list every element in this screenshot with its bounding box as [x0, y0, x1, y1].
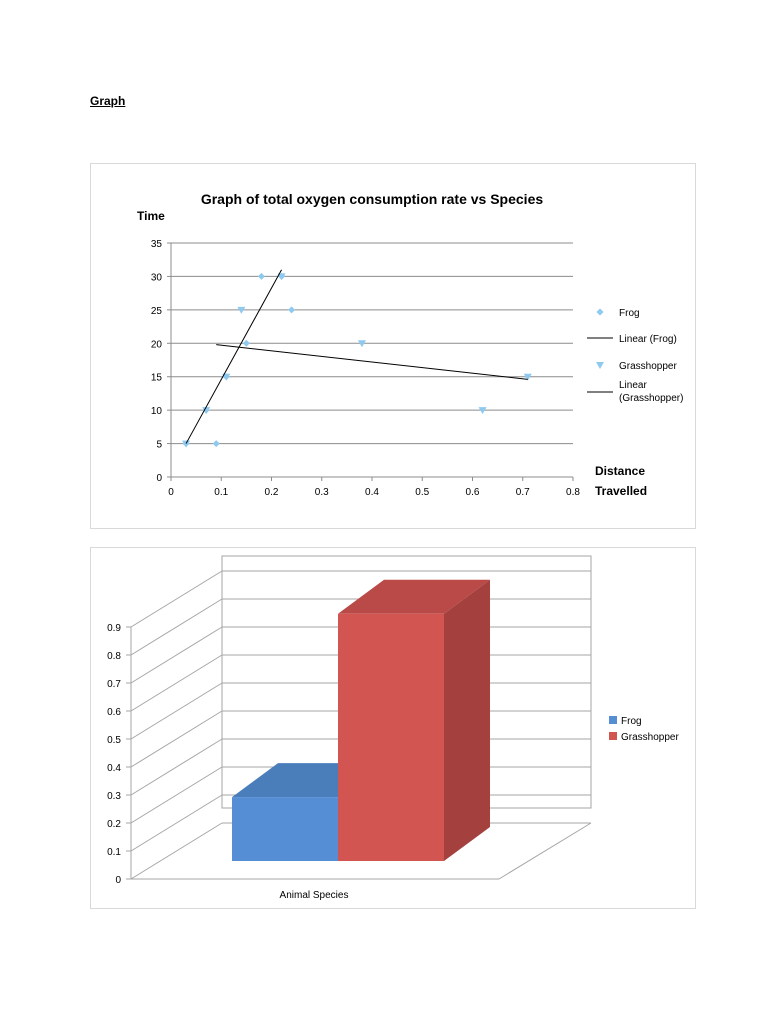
grasshopper-bar-side [444, 579, 490, 861]
grasshopper-point [222, 373, 231, 381]
y-tick-label: 10 [151, 406, 163, 417]
legend-item-grasshopper-label: Grasshopper [619, 361, 677, 372]
grasshopper-legend-swatch [609, 732, 617, 740]
y-tick-label: 0.3 [107, 791, 121, 802]
y-tick-label: 0.1 [107, 847, 121, 858]
y-tick-label: 0.6 [107, 707, 121, 718]
y-tick-label: 0.2 [107, 819, 121, 830]
side-wall-gridline [130, 738, 223, 796]
y-axis-title: Time [137, 209, 165, 223]
grasshopper-point [182, 440, 191, 448]
legend-item-linear-grasshopper-label-2: (Grasshopper) [619, 393, 683, 404]
side-wall-gridline [130, 626, 223, 684]
grasshopper-legend-label: Grasshopper [621, 732, 679, 743]
x-tick-label: 0.8 [566, 487, 580, 498]
chart-title: Graph of total oxygen consumption rate v… [201, 191, 544, 207]
grasshopper-point [523, 373, 532, 381]
category-label: Animal Species [280, 890, 349, 901]
scatter-chart-container: Graph of total oxygen consumption rate v… [90, 163, 696, 529]
frog-legend-label: Frog [621, 716, 642, 727]
frog-point [242, 339, 250, 347]
legend-item-linear-grasshopper-label-1: Linear [619, 380, 647, 391]
bar-chart-3d-container: 0 0.1 0.2 0.3 0.4 0.5 0.6 0.7 0.8 0.9 Animal Speci… [90, 547, 696, 909]
y-tick-label: 0.9 [107, 623, 121, 634]
frog-trendline [185, 269, 282, 444]
y-tick-label: 25 [151, 306, 163, 317]
y-tick-label: 0.5 [107, 735, 121, 746]
side-wall-gridline [130, 766, 223, 824]
x-tick-label: 0.2 [265, 487, 279, 498]
side-wall-gridline [130, 654, 223, 712]
legend-item-linear-frog-label: Linear (Frog) [619, 334, 677, 345]
frog-point [212, 440, 220, 448]
scatter-chart: Graph of total oxygen consumption rate v… [137, 191, 683, 498]
grasshopper-trendline [216, 344, 528, 380]
x-tick-label: 0.6 [466, 487, 480, 498]
y-tick-label: 0.8 [107, 651, 121, 662]
side-wall-gridline [130, 682, 223, 740]
y-tick-label: 35 [151, 239, 163, 250]
y-tick-label: 30 [151, 272, 163, 283]
y-tick-label: 20 [151, 339, 163, 350]
page-heading: Graph [90, 94, 126, 108]
y-tick-label: 0.7 [107, 679, 121, 690]
side-wall-gridline [130, 822, 223, 880]
grasshopper-bar-top [338, 579, 490, 614]
y-tick-label: 0 [156, 473, 162, 484]
grasshopper-bar [338, 613, 444, 861]
frog-point [257, 272, 265, 280]
frog-point [288, 306, 296, 314]
x-tick-label: 0.5 [415, 487, 429, 498]
x-tick-label: 0.4 [365, 487, 379, 498]
grasshopper-point [237, 306, 246, 314]
floor-right-edge [498, 822, 592, 880]
legend-item-frog-label: Frog [619, 308, 640, 319]
x-tick-label: 0.3 [315, 487, 329, 498]
side-wall-gridline [130, 710, 223, 768]
frog-bar [232, 797, 338, 861]
x-tick-label: 0.7 [516, 487, 530, 498]
side-wall-gridline [130, 598, 223, 656]
x-axis-title-line-1: Distance [595, 464, 645, 478]
bar-chart-3d: 0 0.1 0.2 0.3 0.4 0.5 0.6 0.7 0.8 0.9 Animal Speci… [107, 555, 679, 901]
side-wall-gridline [130, 570, 223, 628]
frog-legend-swatch [609, 716, 617, 724]
y-tick-label: 0 [115, 875, 121, 886]
y-tick-label: 0.4 [107, 763, 121, 774]
grasshopper-point [478, 407, 487, 415]
x-tick-label: 0 [168, 487, 174, 498]
legend-frog-marker [596, 308, 604, 316]
grasshopper-point [277, 273, 286, 281]
y-tick-label: 15 [151, 373, 163, 384]
grasshopper-point [202, 407, 211, 415]
side-wall-gridline [130, 794, 223, 852]
grasshopper-point [357, 340, 366, 348]
y-tick-label: 5 [156, 440, 162, 451]
legend-grasshopper-marker [596, 362, 604, 369]
x-axis-title-line-2: Travelled [595, 484, 647, 498]
x-tick-label: 0.1 [214, 487, 228, 498]
